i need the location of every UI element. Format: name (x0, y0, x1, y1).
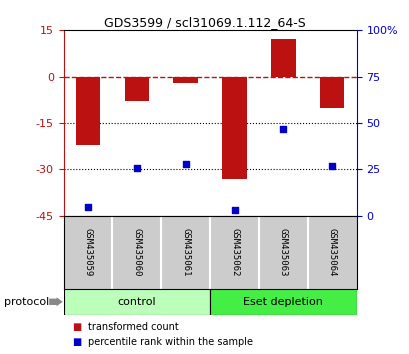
Text: Eset depletion: Eset depletion (243, 297, 323, 307)
Text: transformed count: transformed count (88, 322, 178, 332)
Point (182, 161, 189, 167)
Text: control: control (117, 297, 156, 307)
Point (85, 204, 91, 210)
Text: GDS3599 / scl31069.1.112_64-S: GDS3599 / scl31069.1.112_64-S (104, 16, 305, 29)
Point (328, 163, 335, 169)
Point (231, 207, 237, 213)
Bar (124, 76, 149, 101)
Text: GSM435062: GSM435062 (229, 228, 238, 276)
Bar (270, 39, 295, 76)
Text: GSM435063: GSM435063 (278, 228, 287, 276)
Text: ■: ■ (72, 322, 81, 332)
Bar (76, 76, 100, 145)
Text: ■: ■ (72, 337, 81, 347)
Text: percentile rank within the sample: percentile rank within the sample (88, 337, 252, 347)
Text: GSM435064: GSM435064 (327, 228, 336, 276)
Bar (319, 76, 344, 108)
Text: GSM435061: GSM435061 (181, 228, 190, 276)
Text: protocol: protocol (4, 297, 49, 307)
Bar (173, 76, 198, 83)
Bar (222, 76, 246, 179)
Bar (63, 289, 209, 315)
Bar (209, 289, 356, 315)
Text: GSM435060: GSM435060 (132, 228, 141, 276)
Point (133, 165, 140, 171)
Text: GSM435059: GSM435059 (83, 228, 92, 276)
Point (279, 126, 286, 131)
